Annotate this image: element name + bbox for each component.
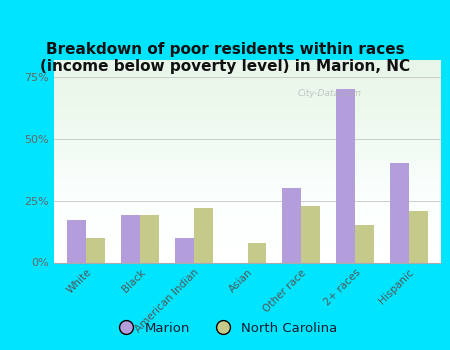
Bar	[409, 210, 428, 262]
Bar	[194, 208, 212, 262]
Legend: Marion, North Carolina: Marion, North Carolina	[108, 316, 342, 340]
Bar	[175, 238, 194, 262]
Text: City-Data.com: City-Data.com	[298, 89, 362, 98]
Bar	[355, 225, 374, 262]
Bar	[121, 216, 140, 262]
Bar	[140, 216, 159, 262]
Bar	[68, 220, 86, 262]
Bar	[336, 89, 355, 262]
Bar	[390, 163, 409, 262]
Bar	[248, 243, 266, 262]
Text: Breakdown of poor residents within races
(income below poverty level) in Marion,: Breakdown of poor residents within races…	[40, 42, 410, 75]
Bar	[86, 238, 105, 262]
Bar	[283, 188, 301, 262]
Bar	[301, 205, 320, 262]
